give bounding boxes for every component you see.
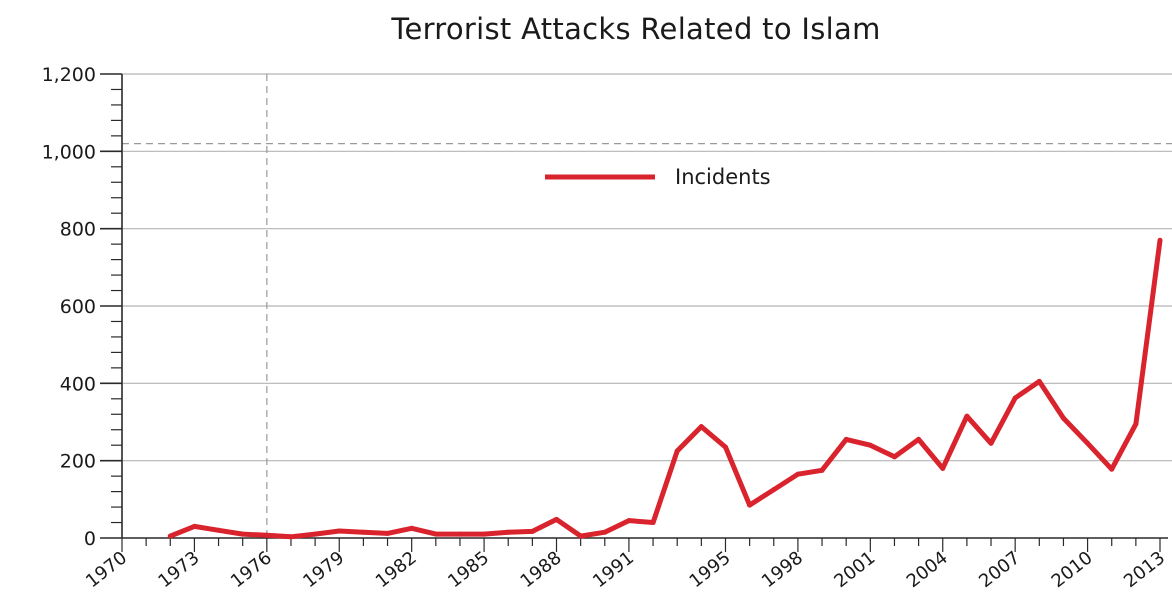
x-tick-label: 2010 [1048,547,1097,592]
legend-label: Incidents [675,165,771,189]
x-tick-label: 2007 [975,547,1024,592]
x-tick-label: 1998 [758,547,807,592]
x-tick-label: 1995 [686,547,735,592]
data-point [843,436,849,442]
data-point [1085,440,1091,446]
data-point [288,534,294,540]
data-point [433,531,439,537]
x-tick-label: 1973 [154,547,203,592]
y-tick-label: 1,000 [42,141,96,163]
data-point [891,454,897,460]
data-point [505,529,511,535]
data-point [771,487,777,493]
legend: Incidents [545,165,771,189]
data-point [578,533,584,539]
x-tick-label: 1982 [372,547,421,592]
data-point [916,436,922,442]
data-point [554,516,560,522]
data-point [988,440,994,446]
data-point [650,520,656,526]
data-point [1012,395,1018,401]
data-point [385,530,391,536]
data-point [867,442,873,448]
data-point [240,531,246,537]
data-point [698,424,704,430]
y-tick-label: 0 [84,528,96,550]
data-point [409,525,415,531]
data-point [602,529,608,535]
data-point [529,528,535,534]
data-point [216,527,222,533]
data-point [167,533,173,539]
data-point [795,471,801,477]
data-point [626,518,632,524]
data-point [674,448,680,454]
data-point [336,528,342,534]
y-tick-label: 1,200 [42,64,96,86]
data-point [1157,237,1163,243]
x-tick-label: 2001 [830,547,879,592]
series-line-incidents [169,239,1163,540]
data-point [264,532,270,538]
data-point [312,531,318,537]
data-point [819,467,825,473]
data-point [457,531,463,537]
reference-lines [122,74,1172,538]
data-point [1036,378,1042,384]
data-point [1060,415,1066,421]
data-point [940,465,946,471]
x-tick-label: 1991 [589,547,638,592]
data-point [964,413,970,419]
x-tick-label: 1970 [82,547,131,592]
x-tick-label: 1976 [227,547,276,592]
y-tick-label: 600 [60,296,96,318]
grid-lines [122,73,1172,462]
y-tick-label: 800 [60,219,96,241]
y-tick-label: 200 [60,451,96,473]
y-tick-label: 400 [60,373,96,395]
data-point [722,444,728,450]
x-tick-label: 1985 [444,547,493,592]
chart-title: Terrorist Attacks Related to Islam [391,12,881,46]
x-tick-label: 1988 [517,547,566,592]
data-point [1133,421,1139,427]
x-tick-label: 1979 [299,547,348,592]
x-tick-label: 2013 [1120,547,1169,592]
data-point [481,531,487,537]
x-tick-label: 2004 [903,547,952,592]
data-point [1109,466,1115,472]
data-point [191,523,197,529]
data-point [747,502,753,508]
data-point [360,529,366,535]
series-layer [167,237,1163,540]
